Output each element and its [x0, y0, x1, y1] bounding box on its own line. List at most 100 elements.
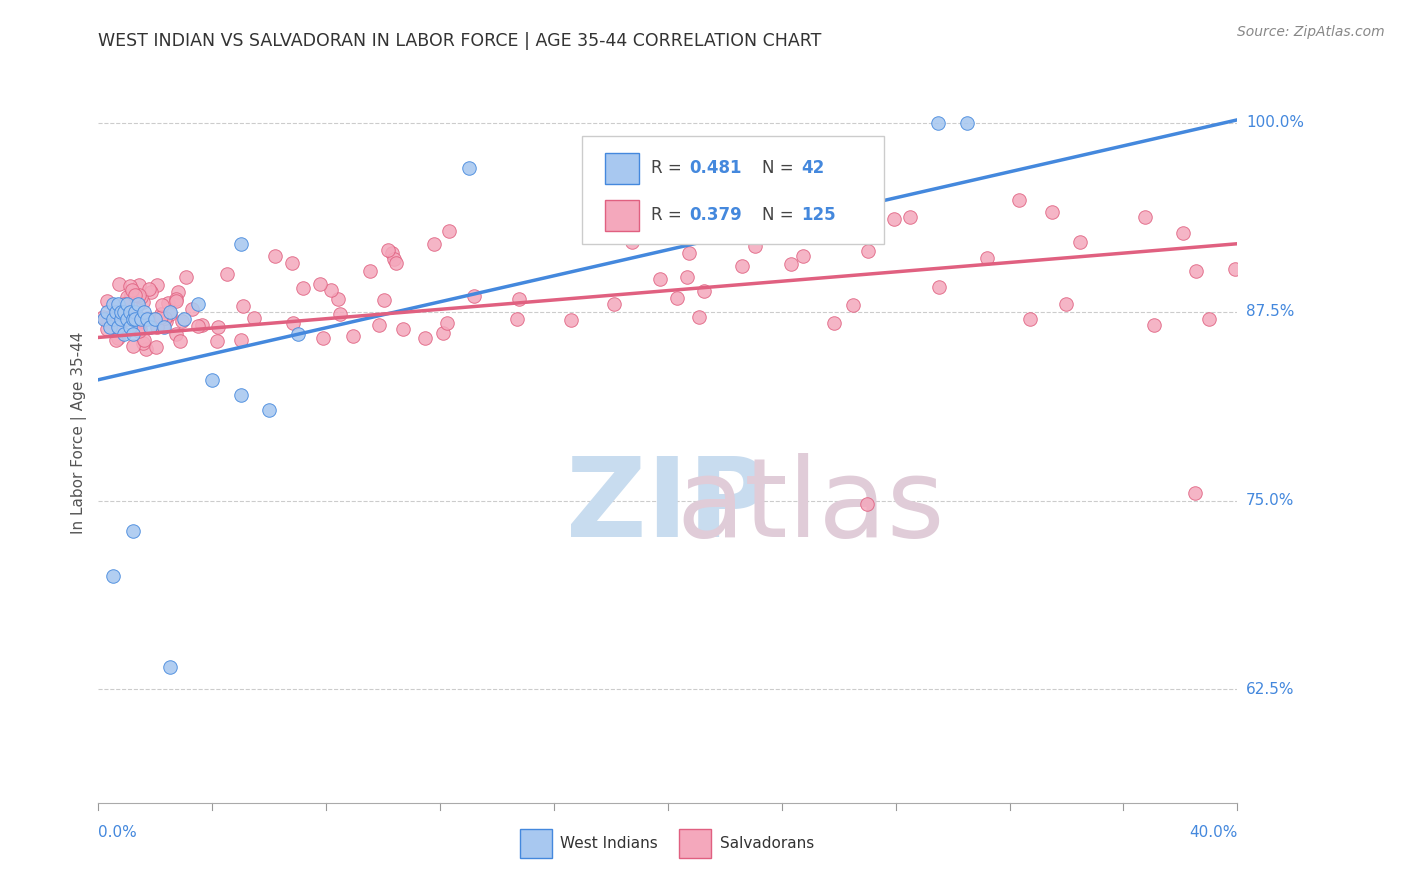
Point — [382, 252, 405, 266]
Point — [898, 210, 921, 224]
Point — [128, 322, 150, 336]
Point — [135, 343, 157, 357]
Point — [121, 339, 143, 353]
Point — [131, 336, 153, 351]
Point — [121, 312, 143, 326]
Point — [124, 304, 146, 318]
Point — [128, 278, 150, 293]
Point — [146, 277, 169, 292]
Text: N =: N = — [762, 206, 799, 224]
Point — [856, 497, 879, 511]
Point — [121, 524, 143, 538]
Point — [321, 284, 343, 298]
Text: R =: R = — [651, 159, 686, 178]
Point — [121, 312, 143, 326]
Point — [187, 297, 209, 311]
Point — [381, 245, 404, 260]
Point — [159, 304, 181, 318]
Point — [118, 319, 141, 334]
Point — [107, 331, 129, 345]
Point — [153, 319, 176, 334]
Point — [114, 302, 136, 317]
Point — [359, 264, 381, 278]
Point — [98, 319, 121, 334]
Point — [823, 316, 845, 330]
Point — [101, 569, 124, 583]
Point — [112, 307, 135, 321]
Point — [928, 280, 950, 294]
Point — [463, 289, 485, 303]
Point — [1184, 486, 1206, 500]
Point — [165, 293, 187, 308]
Point — [139, 285, 162, 300]
FancyBboxPatch shape — [520, 829, 551, 858]
Text: 75.0%: 75.0% — [1246, 493, 1294, 508]
Point — [283, 316, 305, 330]
Point — [675, 270, 697, 285]
Point — [329, 307, 352, 321]
Point — [856, 244, 879, 258]
Point — [1171, 227, 1194, 241]
FancyBboxPatch shape — [582, 136, 884, 244]
Point — [309, 277, 332, 291]
Y-axis label: In Labor Force | Age 35-44: In Labor Force | Age 35-44 — [72, 332, 87, 533]
Point — [165, 292, 187, 306]
Point — [620, 235, 643, 249]
Point — [1143, 318, 1166, 333]
Point — [432, 326, 454, 341]
Text: atlas: atlas — [676, 453, 945, 560]
Point — [780, 257, 803, 271]
Point — [602, 296, 624, 310]
Point — [232, 300, 254, 314]
Point — [311, 331, 333, 345]
Point — [138, 282, 160, 296]
Point — [1054, 296, 1077, 310]
Point — [201, 373, 224, 387]
Point — [128, 288, 150, 302]
Point — [792, 249, 814, 263]
Point — [229, 388, 252, 402]
FancyBboxPatch shape — [605, 153, 640, 184]
Point — [181, 302, 204, 317]
Point — [291, 281, 314, 295]
Point — [105, 333, 128, 347]
Point — [731, 259, 754, 273]
Point — [145, 312, 167, 326]
Point — [145, 340, 167, 354]
Point — [373, 293, 395, 307]
Point — [280, 255, 302, 269]
Point — [128, 324, 150, 338]
Point — [413, 330, 436, 344]
Point — [127, 297, 149, 311]
Point — [159, 307, 181, 321]
Point — [377, 243, 399, 257]
Point — [818, 213, 841, 227]
Point — [108, 277, 131, 291]
Point — [121, 327, 143, 342]
Point — [688, 310, 710, 324]
Point — [287, 327, 309, 342]
Point — [259, 403, 281, 417]
Point — [132, 304, 155, 318]
Point — [457, 161, 479, 176]
Point — [96, 294, 118, 309]
Point — [110, 312, 132, 326]
Point — [96, 321, 118, 335]
Point — [135, 312, 157, 326]
Point — [93, 312, 115, 326]
Point — [155, 313, 177, 327]
Text: ZIP: ZIP — [567, 453, 769, 560]
Point — [1040, 205, 1063, 219]
Point — [145, 320, 167, 334]
Point — [115, 297, 138, 311]
Point — [153, 311, 176, 326]
Point — [506, 311, 529, 326]
Point — [120, 278, 142, 293]
Text: Source: ZipAtlas.com: Source: ZipAtlas.com — [1237, 25, 1385, 39]
Text: WEST INDIAN VS SALVADORAN IN LABOR FORCE | AGE 35-44 CORRELATION CHART: WEST INDIAN VS SALVADORAN IN LABOR FORCE… — [98, 32, 821, 50]
Point — [118, 304, 141, 318]
Point — [560, 313, 582, 327]
Point — [229, 236, 252, 251]
Point — [367, 318, 389, 333]
Point — [1019, 311, 1042, 326]
